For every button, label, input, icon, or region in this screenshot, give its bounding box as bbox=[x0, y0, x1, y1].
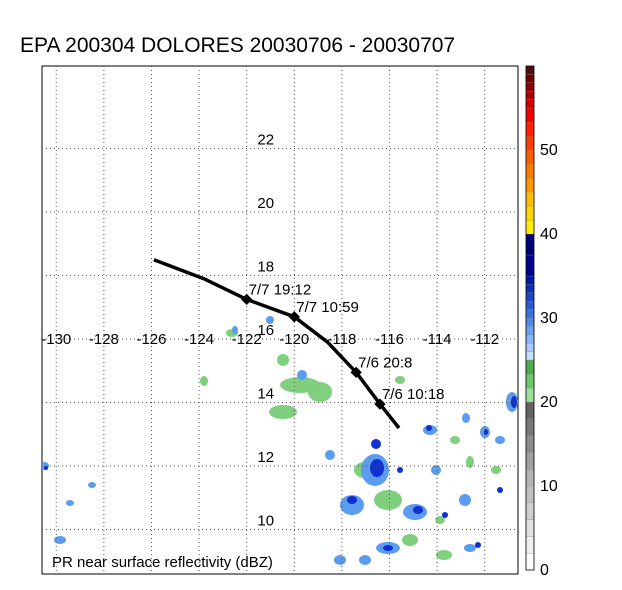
map-title: EPA 200304 DOLORES 20030706 - 20030707 bbox=[20, 34, 456, 57]
colorbar-cell bbox=[525, 121, 535, 137]
track-point-marker bbox=[374, 398, 386, 410]
lon-tick-label: -124 bbox=[184, 331, 214, 348]
colorbar-cell bbox=[525, 163, 535, 179]
track-point-label: 7/7 10:59 bbox=[296, 299, 359, 316]
reflectivity-colorbar bbox=[525, 65, 535, 571]
colorbar-tick-labels: 0 10 20 30 40 50 bbox=[540, 142, 558, 579]
track-point-label: 7/6 10:18 bbox=[382, 386, 445, 403]
track-point-label: 7/6 20:8 bbox=[358, 354, 412, 371]
colorbar-tick-label: 50 bbox=[540, 142, 558, 159]
colorbar-cell bbox=[525, 284, 535, 293]
colorbar-cell bbox=[525, 149, 535, 165]
colorbar-cell bbox=[525, 99, 535, 109]
lat-tick-label: 14 bbox=[257, 386, 274, 403]
colorbar-cell bbox=[525, 452, 535, 470]
colorbar-cell bbox=[525, 74, 535, 83]
colorbar-frame bbox=[525, 65, 535, 571]
colorbar-cell bbox=[525, 334, 535, 344]
colorbar-cell bbox=[525, 254, 535, 277]
colorbar-cell bbox=[525, 359, 535, 375]
track-line bbox=[153, 258, 401, 430]
colorbar-cell bbox=[525, 401, 535, 419]
colorbar-cell bbox=[525, 301, 535, 310]
colorbar-cell bbox=[525, 309, 535, 319]
colorbar-cell bbox=[525, 469, 535, 487]
colorbar-tick-label: 0 bbox=[540, 562, 549, 579]
plot-frame bbox=[41, 65, 519, 575]
colorbar-cell bbox=[525, 317, 535, 327]
lon-tick-label: -122 bbox=[232, 331, 262, 348]
colorbar-cell bbox=[525, 435, 535, 453]
map-caption: PR near surface reflectivity (dBZ) bbox=[52, 554, 273, 571]
lon-tick-label: -128 bbox=[89, 331, 119, 348]
colorbar-cell bbox=[525, 553, 535, 571]
colorbar-cell bbox=[525, 107, 535, 123]
colorbar-cell bbox=[525, 205, 535, 221]
colorbar-cell bbox=[525, 191, 535, 207]
lon-tick-label: -126 bbox=[136, 331, 166, 348]
track-point-marker bbox=[241, 293, 253, 306]
colorbar-tick-label: 30 bbox=[540, 310, 558, 327]
colorbar-cell bbox=[525, 536, 535, 554]
lat-tick-label: 18 bbox=[257, 259, 274, 276]
colorbar-cell bbox=[525, 502, 535, 520]
colorbar-tick-label: 40 bbox=[540, 226, 558, 243]
colorbar-cell bbox=[525, 91, 535, 100]
lat-tick-label: 22 bbox=[257, 132, 274, 149]
lon-tick-label: -112 bbox=[470, 331, 499, 348]
colorbar-cell bbox=[525, 292, 535, 302]
lon-tick-label: -120 bbox=[279, 331, 309, 348]
colorbar-cell bbox=[525, 387, 535, 403]
lon-tick-label: -130 bbox=[41, 331, 71, 348]
longitude-labels: -130 -128 -126 -124 -122 -120 -118 -116 -114 -112 bbox=[41, 331, 499, 348]
colorbar-cell bbox=[525, 326, 535, 335]
lat-tick-label: 12 bbox=[257, 449, 274, 466]
storm-track: 7/7 19:127/7 10:59 7/6 20:8 7/6 10:18 bbox=[153, 258, 445, 430]
colorbar-cell bbox=[525, 373, 535, 389]
lon-tick-label: -114 bbox=[423, 331, 452, 348]
colorbar-cell bbox=[525, 177, 535, 193]
colorbar-cell bbox=[525, 275, 535, 285]
colorbar-cell bbox=[525, 135, 535, 151]
colorbar-cell bbox=[525, 485, 535, 503]
colorbar-cell bbox=[525, 219, 535, 235]
colorbar-cell bbox=[525, 65, 535, 75]
colorbar-tick-label: 10 bbox=[540, 478, 558, 495]
track-point-label: 7/7 19:12 bbox=[249, 281, 312, 298]
colorbar-cell bbox=[525, 351, 535, 361]
track-point-marker bbox=[288, 311, 300, 323]
latitude-labels: 10 12 14 16 18 20 22 bbox=[257, 132, 274, 530]
colorbar-cell bbox=[525, 233, 535, 256]
lon-tick-label: -116 bbox=[375, 331, 404, 348]
colorbar-cell bbox=[525, 418, 535, 436]
lat-tick-label: 20 bbox=[257, 195, 274, 212]
lon-tick-label: -118 bbox=[327, 331, 356, 348]
lat-lon-grid bbox=[42, 66, 518, 574]
colorbar-cell bbox=[525, 519, 535, 537]
colorbar-tick-label: 20 bbox=[540, 394, 558, 411]
track-point-marker bbox=[350, 366, 362, 379]
colorbar-cell bbox=[525, 82, 535, 92]
lat-tick-label: 16 bbox=[257, 322, 274, 339]
lat-tick-label: 10 bbox=[257, 513, 274, 530]
colorbar-cell bbox=[525, 343, 535, 352]
